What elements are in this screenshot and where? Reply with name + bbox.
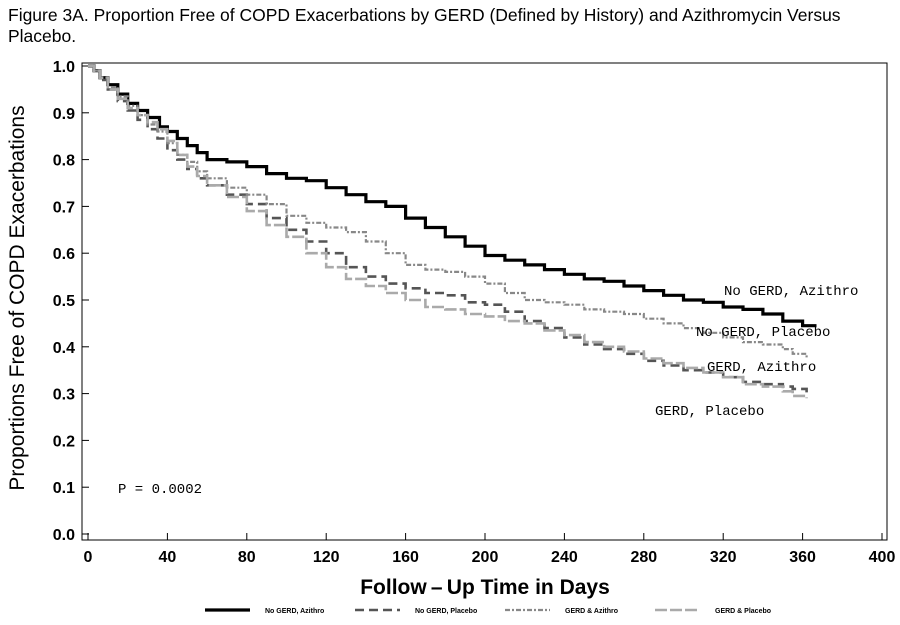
series-line-3 xyxy=(88,64,808,359)
curve-label-2: No GERD, Placebo xyxy=(696,325,830,341)
legend-label-1: No GERD, Azithro xyxy=(265,608,324,615)
y-tick-label: 0.8 xyxy=(53,153,75,170)
y-tick-label: 0.7 xyxy=(53,199,75,216)
series-group xyxy=(88,64,817,399)
legend-label-2: No GERD, Placebo xyxy=(415,608,477,615)
x-axis-title: Follow – Up Time in Days xyxy=(360,576,610,599)
page-title: Figure 3A. Proportion Free of COPD Exace… xyxy=(8,5,841,46)
curve-label-3: GERD, Azithro xyxy=(707,360,816,376)
x-tick-label: 40 xyxy=(159,549,177,566)
curve-label-1: No GERD, Azithro xyxy=(724,284,858,300)
y-tick-label: 0.1 xyxy=(53,480,75,497)
x-tick-label: 160 xyxy=(392,549,419,566)
x-axis: 0 40 80 120 160 200 240 280 320 360 400 xyxy=(84,533,896,566)
x-tick-label: 240 xyxy=(551,549,578,566)
series-line-4 xyxy=(88,64,808,399)
curve-label-4: GERD, Placebo xyxy=(655,404,764,420)
y-tick-label: 0.9 xyxy=(53,106,75,123)
y-tick-label: 1.0 xyxy=(53,59,75,76)
y-tick-label: 0.6 xyxy=(53,246,75,263)
y-axis: 0.0 0.1 0.2 0.3 0.4 0.5 0.6 0.7 0.8 0.9 1.0 xyxy=(53,59,89,544)
legend-label-4: GERD & Placebo xyxy=(715,608,771,615)
x-tick-label: 280 xyxy=(630,549,657,566)
curve-labels: No GERD, Azithro No GERD, Placebo GERD, Az… xyxy=(655,284,858,420)
y-tick-label: 0.5 xyxy=(53,293,75,310)
legend-label-3: GERD & Azithro xyxy=(565,608,618,615)
y-tick-label: 0.0 xyxy=(53,527,75,544)
y-tick-label: 0.2 xyxy=(53,433,75,450)
y-tick-label: 0.4 xyxy=(53,340,75,357)
x-tick-label: 320 xyxy=(710,549,737,566)
x-tick-label: 200 xyxy=(472,549,499,566)
x-tick-label: 0 xyxy=(84,549,93,566)
x-tick-label: 120 xyxy=(313,549,340,566)
y-tick-label: 0.3 xyxy=(53,387,75,404)
series-line-1 xyxy=(88,64,817,328)
y-axis-title: Proportions Free of COPD Exacerbations xyxy=(6,105,29,490)
x-tick-label: 360 xyxy=(789,549,816,566)
series-line-2 xyxy=(88,64,808,394)
x-tick-label: 400 xyxy=(869,549,896,566)
legend: No GERD, Azithro No GERD, Placebo GERD & A… xyxy=(205,608,771,615)
x-tick-label: 80 xyxy=(238,549,256,566)
p-value-annotation: P = 0.0002 xyxy=(118,482,202,498)
